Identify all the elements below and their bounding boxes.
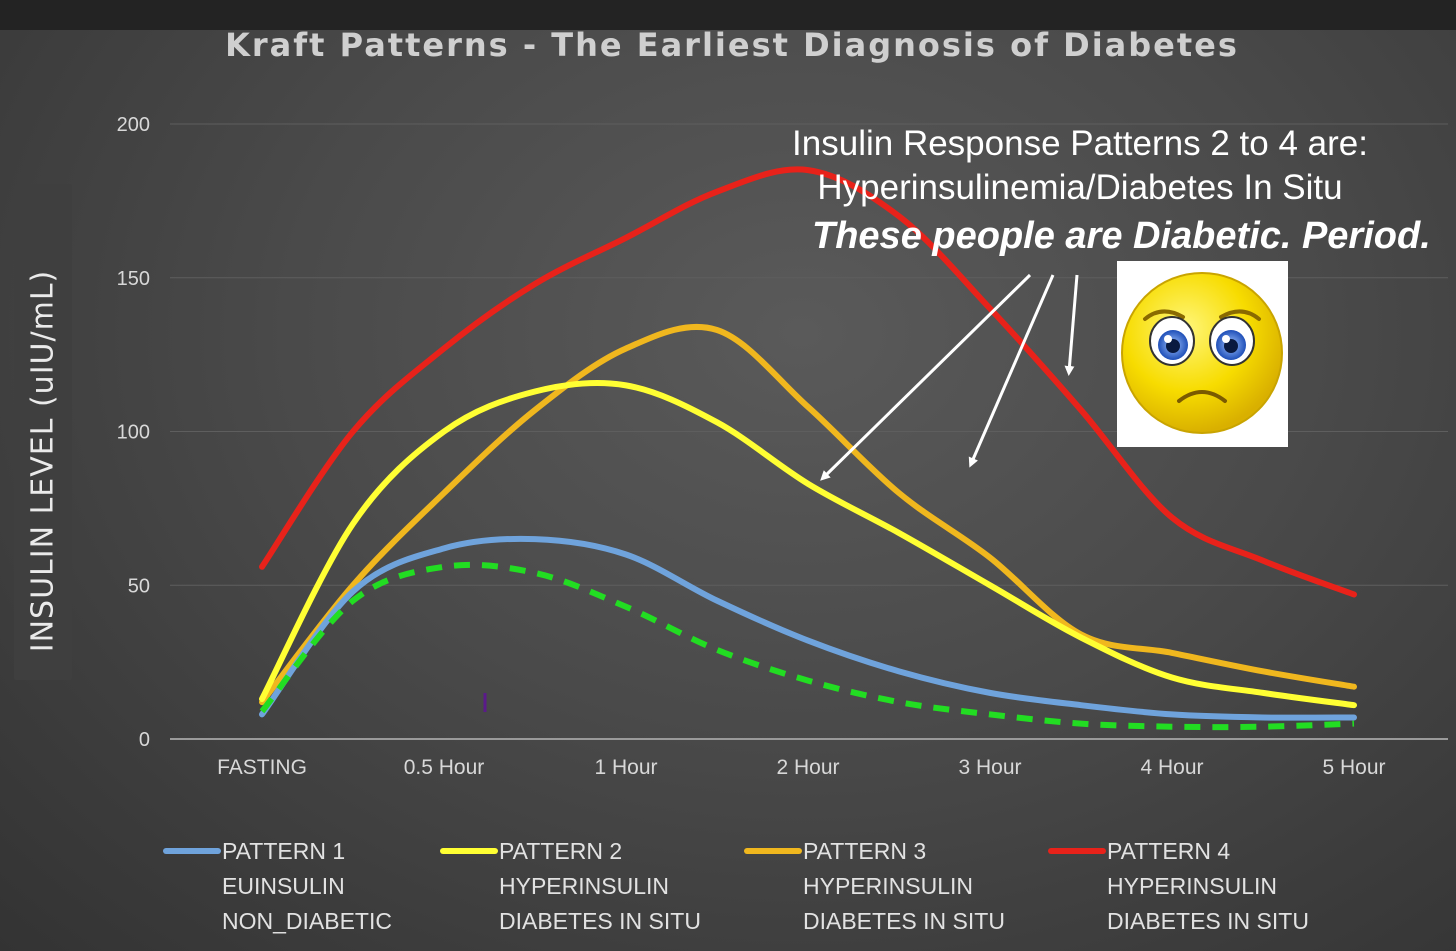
legend: PATTERN 1 EUINSULIN NON_DIABETIC PATTERN 2 H…: [163, 838, 1309, 934]
legend-label-4: HYPERINSULIN: [1107, 873, 1277, 899]
top-bar: [0, 0, 1456, 30]
legend-label-1: NON_DIABETIC: [222, 908, 392, 934]
x-tick-label: 5 Hour: [1322, 756, 1385, 779]
x-tick-label: 4 Hour: [1140, 756, 1203, 779]
y-tick-label: 50: [128, 575, 150, 597]
legend-label-1: EUINSULIN: [222, 873, 345, 899]
annotation-arrow-3: [1064, 274, 1079, 376]
series-line-5: [259, 561, 1355, 731]
x-tick-label: 3 Hour: [958, 756, 1021, 779]
annotation-arrow-1: [820, 273, 1032, 481]
y-tick-label: 0: [139, 729, 150, 751]
series-line-1: [259, 535, 1357, 721]
y-tick-label: 200: [117, 114, 150, 136]
y-axis-label-box: [14, 184, 72, 680]
x-tick-label: 2 Hour: [776, 756, 839, 779]
legend-label-4: DIABETES IN SITU: [1107, 908, 1309, 934]
series-lines: [259, 166, 1357, 731]
x-tick-label: 0.5 Hour: [404, 756, 485, 779]
legend-label-3: DIABETES IN SITU: [803, 908, 1005, 934]
x-axis-ticks: FASTING 0.5 Hour 1 Hour 2 Hour 3 Hour 4 Hour 5…: [217, 756, 1385, 779]
annotation-arrow-2: [968, 274, 1055, 468]
annotation-line-3: These people are Diabetic. Period.: [812, 215, 1431, 257]
series-line-4: [259, 166, 1357, 598]
x-tick-label: 1 Hour: [594, 756, 657, 779]
annotation-line-1: Insulin Response Patterns 2 to 4 are:: [792, 124, 1368, 163]
y-tick-label: 100: [117, 422, 150, 444]
legend-label-2: DIABETES IN SITU: [499, 908, 701, 934]
legend-label-1: PATTERN 1: [222, 838, 345, 864]
series-line-3: [259, 323, 1357, 706]
annotation-text: Insulin Response Patterns 2 to 4 are: Hy…: [760, 122, 1431, 262]
sad-face-icon: [1117, 261, 1288, 447]
legend-label-2: PATTERN 2: [499, 838, 622, 864]
legend-label-4: PATTERN 4: [1107, 838, 1230, 864]
annotation-line-2: Hyperinsulinemia/Diabetes In Situ: [817, 168, 1343, 207]
legend-label-3: PATTERN 3: [803, 838, 926, 864]
legend-label-2: HYPERINSULIN: [499, 873, 669, 899]
legend-label-3: HYPERINSULIN: [803, 873, 973, 899]
x-tick-label: FASTING: [217, 756, 307, 779]
y-tick-label: 150: [117, 268, 150, 290]
chart-title: Kraft Patterns - The Earliest Diagnosis …: [225, 26, 1239, 64]
annotation-arrows: [820, 273, 1079, 481]
series-line-2: [259, 379, 1357, 709]
y-axis-ticks: 0 50 100 150 200: [117, 114, 150, 751]
